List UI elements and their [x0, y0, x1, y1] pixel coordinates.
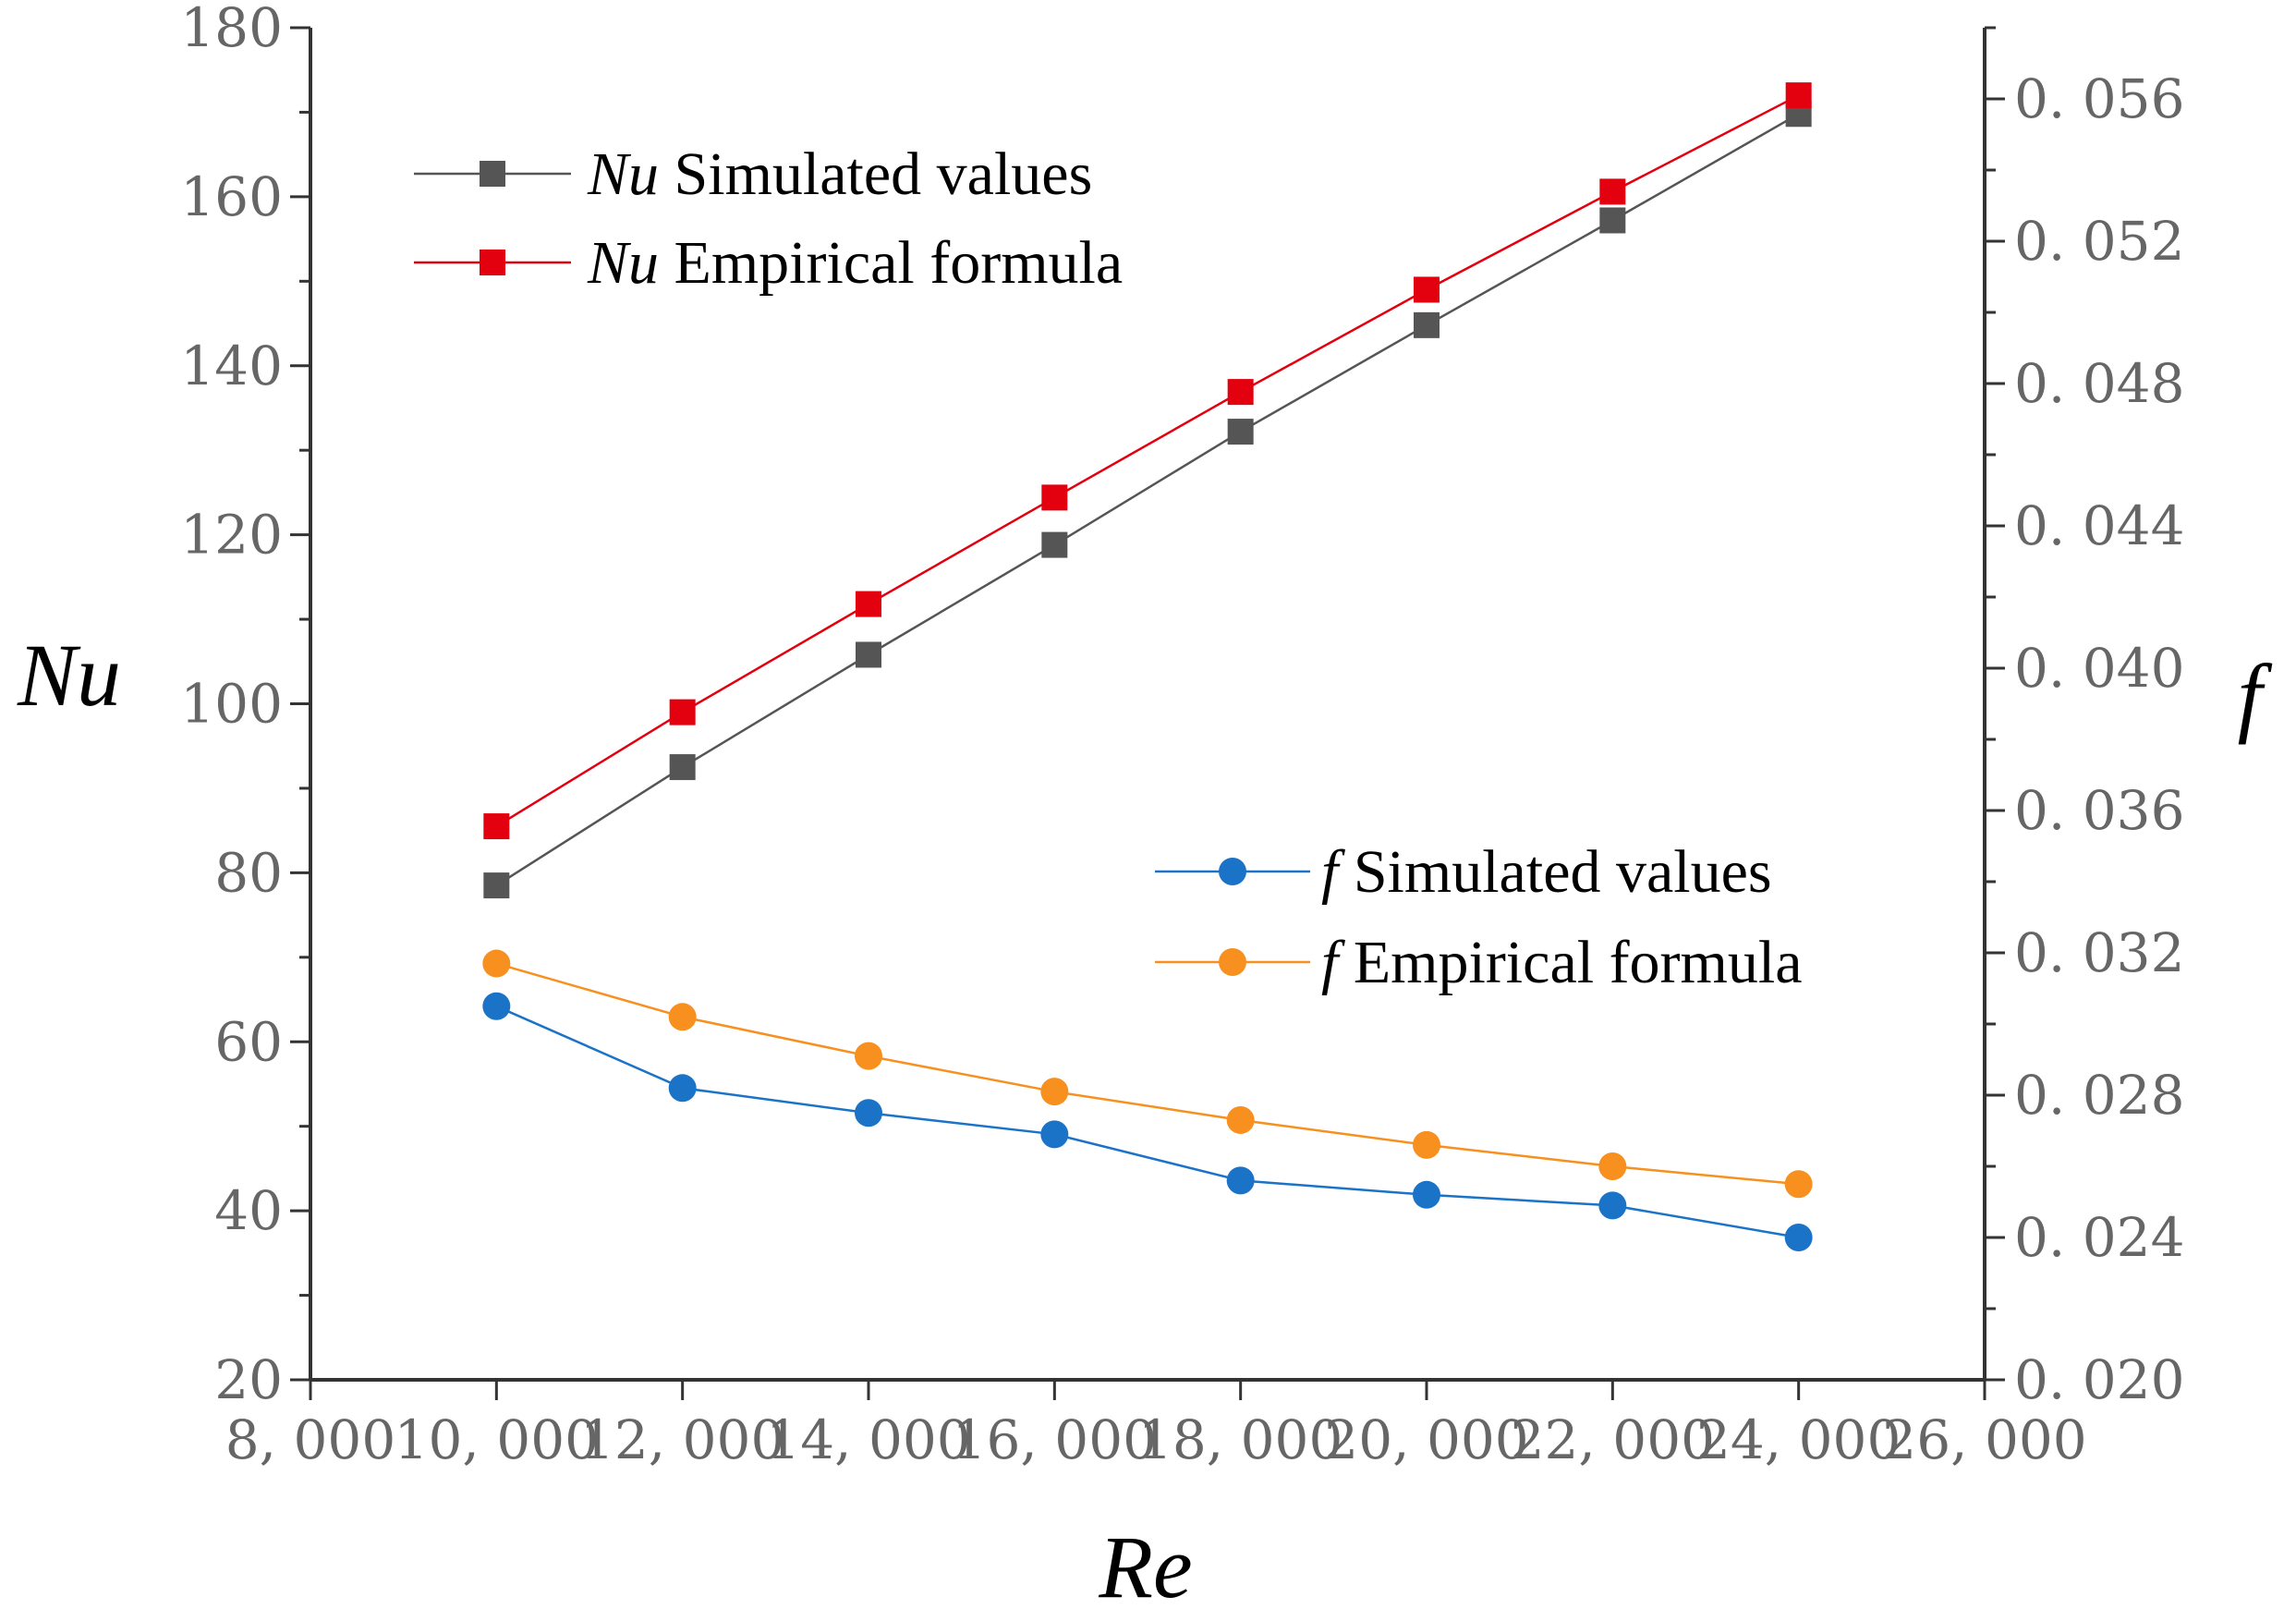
data-point [855, 1042, 882, 1070]
legend-marker [480, 161, 505, 187]
legend-name: Simulated values [659, 140, 1092, 208]
data-point [669, 754, 696, 781]
data-point [482, 949, 511, 978]
data-point [1226, 1166, 1255, 1195]
data-point [1784, 1224, 1813, 1251]
data-point [856, 641, 881, 668]
legend-label: Nu Empirical formula [587, 229, 1123, 297]
data-point [482, 992, 511, 1020]
x-tick-label: 16, 000 [953, 1408, 1157, 1471]
y-left-tick-label: 60 [214, 1010, 283, 1073]
x-tick-label: 20, 000 [1324, 1408, 1528, 1471]
data-point [1040, 1078, 1069, 1106]
axes: 20 40 60 80 100 120 140 160 180 0. 020 0. 024 0. 02… [180, 0, 2184, 1471]
legend-marker [1219, 948, 1246, 976]
y-right-tick-label: 0. 024 [2014, 1206, 2184, 1269]
y-left-tick-label: 20 [214, 1348, 283, 1411]
legend-symbol: Nu [587, 140, 659, 208]
legend-name: Empirical formula [659, 229, 1123, 297]
data-point [1414, 311, 1440, 338]
data-point [1784, 1170, 1813, 1199]
y-right-tick-label: 0. 048 [2014, 352, 2184, 415]
data-point [1227, 419, 1254, 445]
y-left-axis-title: Nu [17, 626, 121, 725]
x-tick-label: 10, 000 [395, 1408, 599, 1471]
data-point [1414, 276, 1440, 303]
data-point [669, 699, 696, 725]
data-point [1413, 1180, 1440, 1209]
data-point [1041, 531, 1068, 558]
data-point [1599, 207, 1626, 234]
legend-name: Empirical formula [1338, 929, 1802, 996]
series-layer [482, 82, 1813, 1251]
x-tick-label: 12, 000 [580, 1408, 784, 1471]
data-point [1040, 1120, 1069, 1149]
data-point [1598, 1191, 1627, 1220]
x-tick-label: 26, 000 [1882, 1408, 2086, 1471]
y-left-tick-label: 140 [180, 335, 283, 397]
y-left-tick-label: 80 [214, 841, 283, 904]
data-point [668, 1074, 697, 1103]
x-tick-label: 22, 000 [1511, 1408, 1715, 1471]
data-point [1785, 82, 1812, 109]
y-right-tick-label: 0. 020 [2014, 1348, 2184, 1411]
y-right-tick-label: 0. 036 [2014, 779, 2184, 842]
y-left-tick-label: 180 [180, 0, 283, 59]
data-point [1599, 178, 1626, 205]
data-point [483, 872, 510, 899]
y-right-tick-label: 0. 028 [2014, 1064, 2184, 1127]
data-point [1041, 484, 1068, 511]
y-left-tick-label: 40 [214, 1179, 283, 1242]
series-line [495, 1005, 1799, 1239]
series-line [495, 94, 1800, 828]
y-right-tick-label: 0. 040 [2014, 637, 2184, 700]
data-point [1227, 379, 1254, 406]
y-right-axis-title: f [2238, 646, 2273, 745]
series-line [495, 113, 1800, 887]
y-right-tick-label: 0. 056 [2014, 67, 2184, 130]
y-right-tick-label: 0. 044 [2014, 494, 2184, 557]
data-point [1226, 1105, 1255, 1134]
data-point [1413, 1130, 1440, 1159]
data-point [855, 1099, 882, 1128]
y-left-tick-label: 160 [180, 165, 283, 228]
x-axis-title: Re [1098, 1518, 1192, 1609]
data-point [856, 591, 881, 617]
data-point [483, 813, 510, 840]
data-point [668, 1003, 697, 1031]
legend-symbol: Nu [587, 229, 659, 297]
legend-label: Nu Simulated values [587, 140, 1092, 208]
y-right-tick-label: 0. 032 [2014, 921, 2184, 984]
x-tick-label: 18, 000 [1138, 1408, 1342, 1471]
legend-marker [1219, 858, 1246, 885]
x-tick-label: 14, 000 [766, 1408, 970, 1471]
y-right-tick-label: 0. 052 [2014, 210, 2184, 273]
data-point [1598, 1152, 1627, 1180]
x-tick-label: 8, 000 [225, 1408, 395, 1471]
legend-label: f Simulated values [1321, 838, 1772, 906]
x-tick-label: 24, 000 [1696, 1408, 1901, 1471]
series-line [495, 962, 1799, 1186]
y-left-tick-label: 120 [180, 504, 283, 567]
y-left-tick-label: 100 [180, 673, 283, 736]
legend-name: Simulated values [1338, 838, 1771, 906]
legend-label: f Empirical formula [1321, 929, 1803, 996]
legend-marker [480, 250, 505, 275]
